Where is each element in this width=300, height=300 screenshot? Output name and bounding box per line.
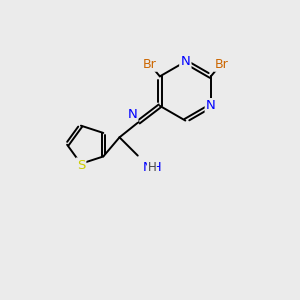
Text: N: N	[181, 55, 190, 68]
Text: N: N	[128, 108, 137, 121]
Text: NH: NH	[143, 161, 163, 174]
Text: Br: Br	[143, 58, 156, 70]
Text: S: S	[77, 159, 85, 172]
Text: H: H	[148, 161, 156, 174]
Text: N: N	[206, 99, 216, 112]
Text: Br: Br	[214, 58, 228, 70]
